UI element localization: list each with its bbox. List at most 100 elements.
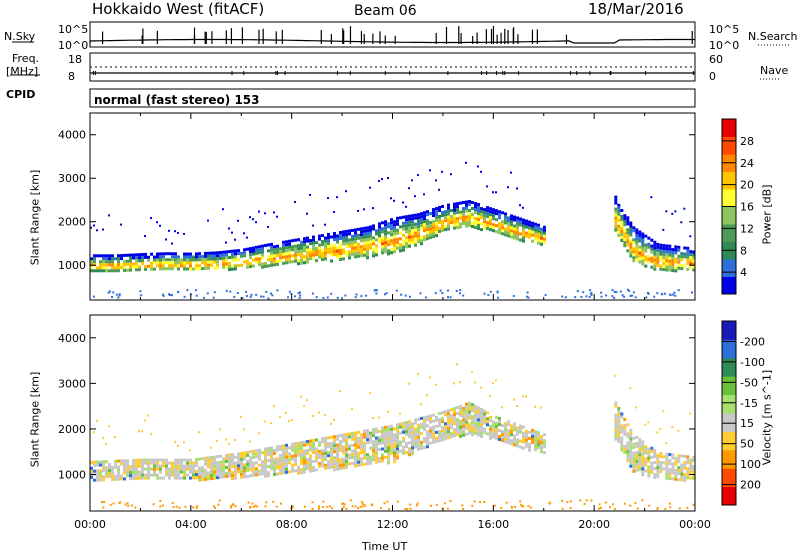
- velocity-echo-cell: [677, 466, 681, 470]
- velocity-echo-cell: [656, 475, 660, 479]
- velocity-echo-cell: [363, 429, 366, 433]
- velocity-echo-cell: [177, 464, 180, 468]
- power-echo-cell: [629, 251, 633, 255]
- velocity-echo-cell: [207, 459, 210, 463]
- velocity-echo-cell: [501, 430, 504, 434]
- power-echo-cell: [237, 252, 240, 256]
- velocity-echo-cell: [390, 448, 393, 452]
- velocity-scatter-cell: [689, 412, 692, 415]
- velocity-echo-cell: [617, 419, 621, 422]
- power-echo-cell: [498, 210, 501, 214]
- power-cbar-label: 12: [740, 222, 754, 235]
- power-echo-cell: [243, 254, 246, 258]
- velocity-echo-cell: [626, 441, 630, 445]
- power-near-cell: [425, 296, 428, 299]
- power-echo-cell: [213, 251, 216, 255]
- power-echo-cell: [225, 265, 228, 269]
- power-echo-cell: [393, 220, 396, 224]
- velocity-echo-cell: [525, 441, 528, 445]
- velocity-echo-cell: [150, 473, 153, 477]
- power-echo-cell: [411, 232, 414, 236]
- velocity-echo-cell: [477, 406, 480, 410]
- power-echo-cell: [417, 216, 420, 220]
- velocity-echo-cell: [207, 474, 210, 478]
- velocity-scatter-cell: [270, 422, 272, 425]
- power-echo-cell: [635, 240, 639, 244]
- velocity-echo-cell: [360, 445, 363, 449]
- velocity-echo-cell: [135, 464, 138, 468]
- power-echo-cell: [408, 232, 411, 236]
- velocity-echo-cell: [489, 418, 492, 422]
- velocity-scatter-cell: [144, 419, 146, 422]
- velocity-echo-cell: [339, 440, 342, 444]
- power-echo-cell: [387, 237, 390, 241]
- power-echo-cell: [393, 226, 396, 230]
- power-near-cell: [674, 294, 677, 297]
- power-echo-cell: [405, 230, 408, 234]
- power-echo-cell: [543, 228, 546, 232]
- power-echo-cell: [492, 226, 495, 230]
- velocity-echo-cell: [282, 444, 285, 448]
- velocity-echo-cell: [354, 437, 357, 441]
- velocity-echo-cell: [540, 441, 543, 445]
- power-echo-cell: [297, 253, 300, 257]
- velocity-echo-cell: [357, 454, 360, 458]
- velocity-echo-cell: [617, 416, 621, 419]
- velocity-near-cell: [479, 501, 482, 503]
- power-echo-cell: [399, 237, 402, 241]
- velocity-echo-cell: [324, 451, 327, 455]
- velocity-echo-cell: [414, 421, 417, 425]
- velocity-echo-cell: [504, 434, 507, 438]
- power-echo-cell: [489, 228, 492, 232]
- velocity-echo-cell: [108, 469, 111, 472]
- velocity-echo-cell: [462, 424, 465, 428]
- power-near-cell: [647, 292, 649, 294]
- power-echo-cell: [423, 220, 426, 224]
- velocity-scatter-cell: [96, 419, 98, 422]
- velocity-echo-cell: [90, 475, 93, 479]
- velocity-echo-cell: [156, 476, 159, 480]
- velocity-echo-cell: [171, 470, 174, 474]
- velocity-echo-cell: [192, 473, 195, 477]
- power-echo-cell: [384, 244, 387, 248]
- power-echo-cell: [468, 203, 471, 206]
- velocity-echo-cell: [228, 468, 231, 472]
- power-scatter-cell: [237, 219, 239, 222]
- power-echo-cell: [635, 246, 639, 250]
- velocity-near-cell: [449, 500, 452, 503]
- velocity-cbar-label: 100: [740, 458, 761, 471]
- velocity-echo-cell: [644, 469, 648, 473]
- velocity-echo-cell: [132, 459, 135, 462]
- power-echo-cell: [638, 260, 642, 264]
- velocity-echo-cell: [324, 445, 327, 449]
- velocity-echo-cell: [294, 451, 297, 455]
- velocity-scatter-cell: [522, 395, 524, 398]
- power-echo-cell: [405, 218, 408, 222]
- velocity-echo-cell: [480, 420, 483, 423]
- power-near-cell: [139, 290, 142, 293]
- velocity-echo-cell: [300, 444, 303, 448]
- velocity-echo-cell: [279, 444, 282, 448]
- velocity-echo-cell: [477, 433, 480, 437]
- velocity-echo-cell: [450, 417, 453, 421]
- velocity-echo-cell: [656, 466, 660, 470]
- power-near-cell: [395, 289, 398, 292]
- power-echo-cell: [225, 250, 228, 254]
- velocity-echo-cell: [225, 465, 228, 469]
- velocity-echo-cell: [186, 467, 189, 471]
- velocity-echo-cell: [189, 467, 192, 471]
- velocity-near-cell: [103, 501, 106, 503]
- power-echo-cell: [662, 247, 666, 251]
- velocity-echo-cell: [390, 427, 393, 431]
- power-echo-cell: [327, 251, 330, 254]
- velocity-echo-cell: [471, 430, 474, 434]
- velocity-echo-cell: [534, 430, 537, 433]
- power-echo-cell: [423, 217, 426, 221]
- power-echo-cell: [692, 262, 696, 266]
- velocity-echo-cell: [318, 440, 321, 444]
- velocity-echo-cell: [614, 437, 618, 441]
- power-near-cell: [245, 295, 248, 297]
- velocity-echo-cell: [444, 431, 447, 435]
- velocity-near-cell: [171, 502, 174, 504]
- power-echo-cell: [351, 237, 354, 241]
